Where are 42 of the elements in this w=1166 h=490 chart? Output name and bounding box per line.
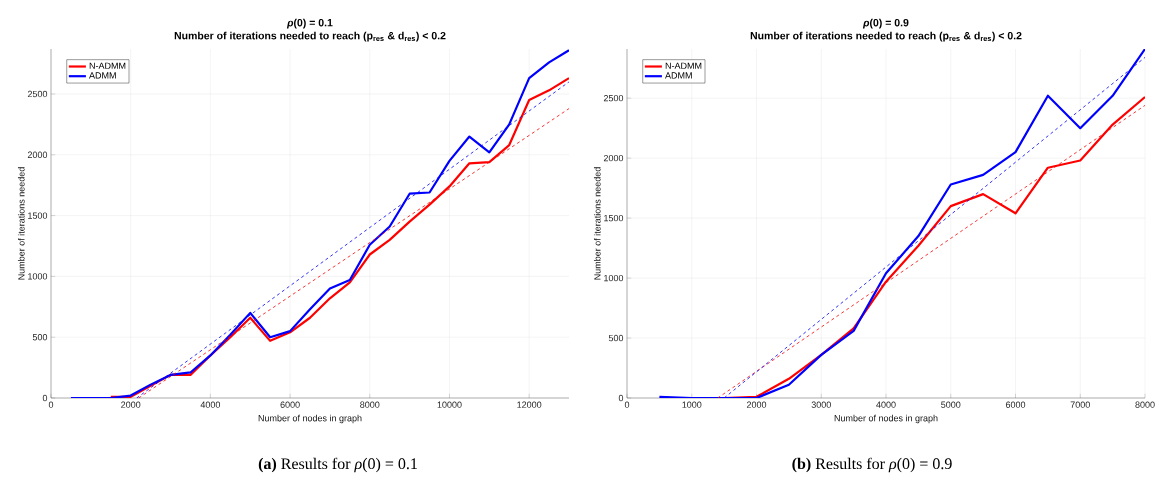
chart-subtitle: Number of iterations needed to reach (p$_{res}$ & d$_{res}$) < 0.2 [750, 31, 1022, 42]
x-tick-label: 3000 [811, 401, 831, 408]
x-tick-label: 8000 [360, 401, 380, 408]
x-tick-label: 10000 [437, 401, 462, 408]
text: (b) Results for ρ(0) = 0.9 [792, 457, 952, 473]
y-tick-label: 1500 [28, 212, 48, 219]
legend-label: ADMM [89, 72, 116, 79]
y-tick-label: 500 [32, 334, 48, 341]
y-tick-label: 2000 [603, 154, 624, 162]
x-tick-label: 4000 [876, 401, 896, 408]
y-axis-title: Number of iterations needed [593, 167, 601, 280]
chart-subtitle: Number of iterations needed to reach (p$_{res}$ & d$_{res}$) < 0.2 [174, 31, 446, 42]
x-tick-label: 2000 [121, 401, 141, 408]
text: (a) Results for ρ(0) = 0.1 [258, 457, 417, 473]
chart-title: ρ(0) = 0.9 [862, 18, 909, 29]
legend-label: N-ADMM [89, 62, 126, 69]
y-tick-label: 2500 [603, 94, 624, 102]
x-tick-label: 1000 [682, 401, 702, 408]
x-tick-label: 2000 [746, 401, 767, 408]
x-tick-label: 8000 [1135, 401, 1155, 408]
x-tick-label: 4000 [200, 401, 221, 408]
x-tick-label: 7000 [1070, 401, 1090, 408]
y-tick-label: 500 [608, 334, 624, 342]
y-tick-label: 1500 [604, 214, 624, 222]
x-tick-label: 12000 [517, 401, 542, 408]
x-tick-label: 5000 [941, 401, 961, 408]
y-tick-label: 1000 [604, 274, 624, 282]
x-axis-title: Number of nodes in graph [834, 414, 938, 424]
y-tick-label: 1000 [28, 273, 48, 280]
y-tick-label: 2500 [27, 90, 48, 98]
y-tick-label: 0 [42, 394, 48, 402]
x-tick-label: 0 [48, 401, 54, 408]
legend-label: ADMM [665, 72, 692, 79]
y-axis-title: Number of iterations needed [17, 167, 25, 280]
x-tick-label: 6000 [280, 401, 300, 408]
x-tick-label: 6000 [1005, 401, 1026, 408]
x-tick-label: 0 [624, 401, 630, 408]
y-tick-label: 0 [618, 394, 624, 402]
chart-title: ρ(0) = 0.1 [286, 18, 333, 29]
legend-label: N-ADMM [665, 62, 702, 69]
y-tick-label: 2000 [27, 151, 48, 158]
x-axis-title: Number of nodes in graph [258, 414, 362, 424]
